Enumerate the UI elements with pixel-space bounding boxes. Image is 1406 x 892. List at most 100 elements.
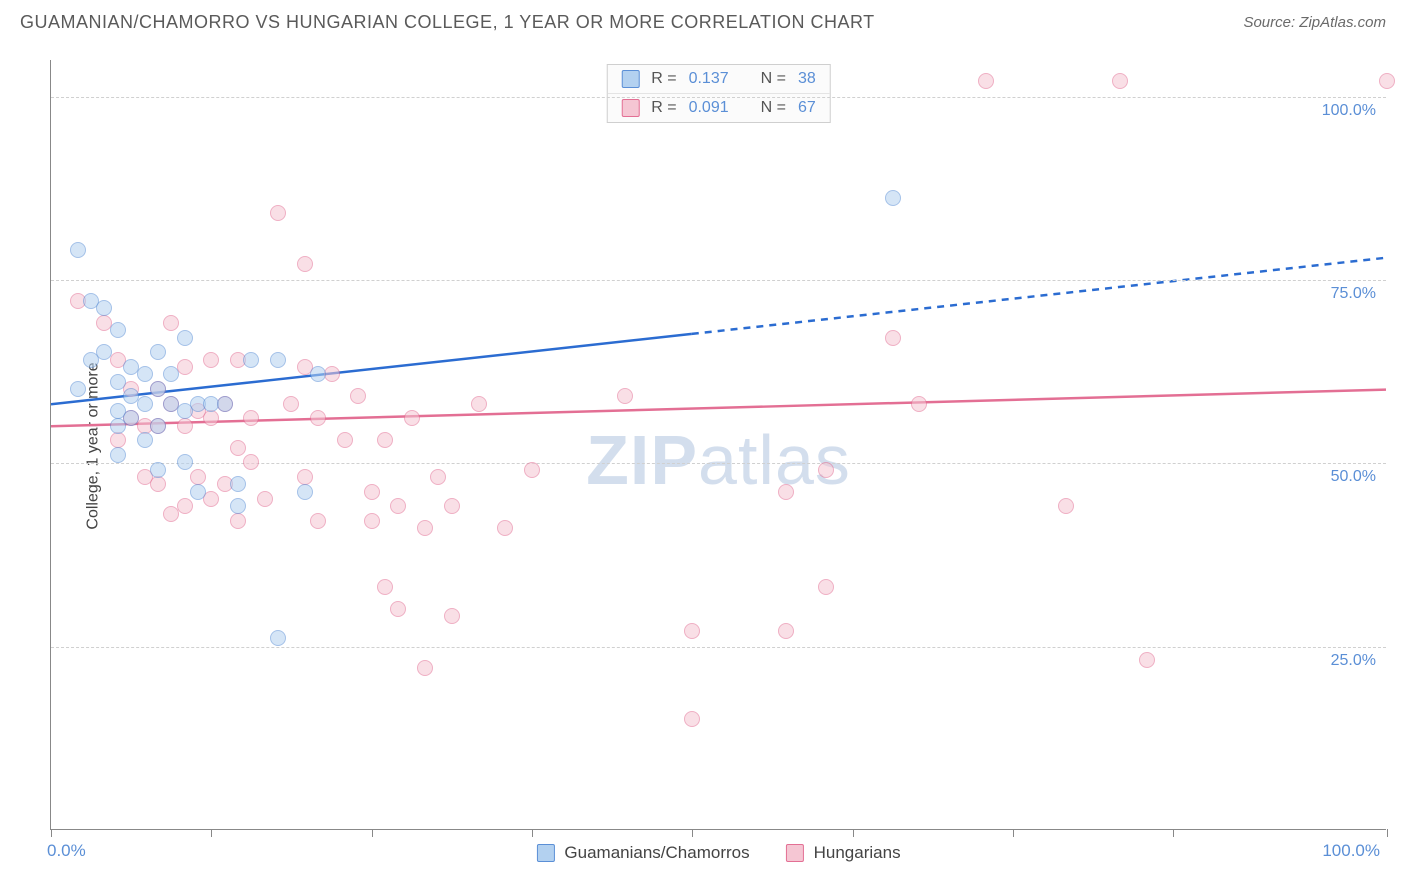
chart-title: GUAMANIAN/CHAMORRO VS HUNGARIAN COLLEGE,… [20,12,875,33]
point-hungarian [978,73,994,89]
point-hungarian [911,396,927,412]
point-guamanian [150,418,166,434]
point-hungarian [684,711,700,727]
point-hungarian [310,513,326,529]
point-guamanian [163,366,179,382]
point-hungarian [617,388,633,404]
swatch-guamanian-icon [536,844,554,862]
point-hungarian [177,418,193,434]
point-hungarian [110,432,126,448]
source-label: Source: ZipAtlas.com [1243,14,1386,31]
gridline [51,97,1386,98]
xtick-0: 0.0% [47,841,86,861]
series-legend: Guamanians/Chamorros Hungarians [536,843,900,863]
point-hungarian [390,601,406,617]
point-guamanian [123,410,139,426]
point-hungarian [364,484,380,500]
point-guamanian [230,498,246,514]
point-guamanian [137,396,153,412]
point-hungarian [497,520,513,536]
xtick-100: 100.0% [1322,841,1380,861]
point-hungarian [377,579,393,595]
point-hungarian [404,410,420,426]
point-hungarian [203,352,219,368]
swatch-hungarian-icon [786,844,804,862]
point-hungarian [243,410,259,426]
point-hungarian [150,476,166,492]
xtick [1173,829,1174,837]
point-guamanian [177,454,193,470]
point-hungarian [190,469,206,485]
point-guamanian [150,381,166,397]
point-hungarian [337,432,353,448]
xtick [853,829,854,837]
point-hungarian [297,469,313,485]
point-hungarian [1058,498,1074,514]
point-guamanian [96,344,112,360]
swatch-hungarian [621,99,639,117]
xtick [692,829,693,837]
point-guamanian [150,344,166,360]
point-hungarian [818,579,834,595]
plot-area: ZIPatlas R = 0.137 N = 38 R = 0.091 N = … [50,60,1386,830]
point-hungarian [1139,652,1155,668]
point-hungarian [203,410,219,426]
point-guamanian [270,630,286,646]
point-hungarian [524,462,540,478]
point-guamanian [243,352,259,368]
point-guamanian [150,462,166,478]
point-hungarian [1112,73,1128,89]
point-hungarian [471,396,487,412]
point-hungarian [297,256,313,272]
point-guamanian [270,352,286,368]
point-guamanian [885,190,901,206]
point-guamanian [230,476,246,492]
point-hungarian [444,608,460,624]
point-hungarian [778,484,794,500]
point-hungarian [684,623,700,639]
point-hungarian [430,469,446,485]
ytick-label: 100.0% [1322,102,1376,120]
trend-lines [51,60,1386,829]
point-guamanian [70,381,86,397]
xtick [532,829,533,837]
point-hungarian [177,498,193,514]
ytick-label: 25.0% [1331,652,1376,670]
ytick-label: 75.0% [1331,285,1376,303]
point-guamanian [96,300,112,316]
correlation-legend: R = 0.137 N = 38 R = 0.091 N = 67 [606,64,831,123]
point-hungarian [257,491,273,507]
ytick-label: 50.0% [1331,468,1376,486]
point-hungarian [163,315,179,331]
point-hungarian [778,623,794,639]
point-guamanian [297,484,313,500]
swatch-guamanian [621,70,639,88]
point-guamanian [177,330,193,346]
point-guamanian [110,322,126,338]
gridline [51,647,1386,648]
legend-item-hungarian: Hungarians [786,843,901,863]
xtick [51,829,52,837]
point-guamanian [110,374,126,390]
point-guamanian [217,396,233,412]
point-guamanian [310,366,326,382]
point-guamanian [190,484,206,500]
point-hungarian [390,498,406,514]
point-hungarian [243,454,259,470]
xtick [211,829,212,837]
point-hungarian [444,498,460,514]
point-hungarian [377,432,393,448]
point-hungarian [350,388,366,404]
gridline [51,280,1386,281]
legend-row-guamanian: R = 0.137 N = 38 [607,65,830,93]
point-hungarian [1379,73,1395,89]
xtick [372,829,373,837]
point-guamanian [137,366,153,382]
point-hungarian [310,410,326,426]
point-hungarian [230,513,246,529]
point-hungarian [417,660,433,676]
watermark: ZIPatlas [586,420,851,500]
point-hungarian [364,513,380,529]
point-guamanian [70,242,86,258]
point-hungarian [417,520,433,536]
